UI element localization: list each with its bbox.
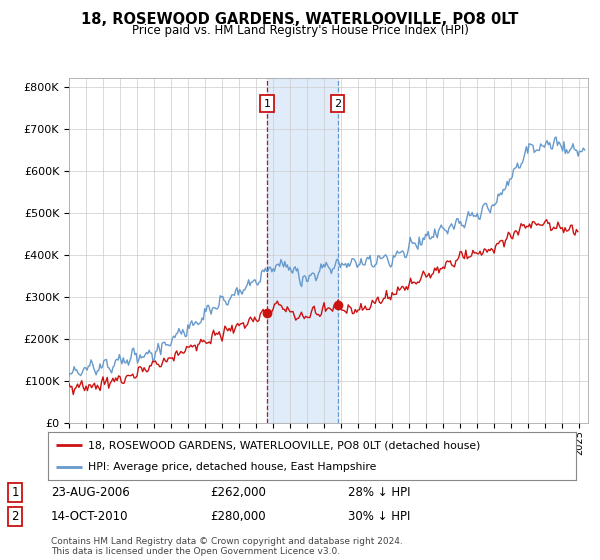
Text: 18, ROSEWOOD GARDENS, WATERLOOVILLE, PO8 0LT: 18, ROSEWOOD GARDENS, WATERLOOVILLE, PO8…	[82, 12, 518, 27]
Text: 28% ↓ HPI: 28% ↓ HPI	[348, 486, 410, 499]
Text: 30% ↓ HPI: 30% ↓ HPI	[348, 510, 410, 523]
Text: £280,000: £280,000	[210, 510, 266, 523]
Text: 2: 2	[11, 510, 19, 523]
Text: 23-AUG-2006: 23-AUG-2006	[51, 486, 130, 499]
Bar	[267, 78, 338, 423]
Text: 18, ROSEWOOD GARDENS, WATERLOOVILLE, PO8 0LT (detached house): 18, ROSEWOOD GARDENS, WATERLOOVILLE, PO8…	[88, 440, 480, 450]
Text: £262,000: £262,000	[210, 486, 266, 499]
Text: 2: 2	[334, 99, 341, 109]
Text: 1: 1	[263, 99, 271, 109]
Text: 1: 1	[11, 486, 19, 499]
Text: Contains HM Land Registry data © Crown copyright and database right 2024.
This d: Contains HM Land Registry data © Crown c…	[51, 537, 403, 557]
Text: HPI: Average price, detached house, East Hampshire: HPI: Average price, detached house, East…	[88, 462, 376, 472]
Text: 14-OCT-2010: 14-OCT-2010	[51, 510, 128, 523]
Text: Price paid vs. HM Land Registry's House Price Index (HPI): Price paid vs. HM Land Registry's House …	[131, 24, 469, 37]
